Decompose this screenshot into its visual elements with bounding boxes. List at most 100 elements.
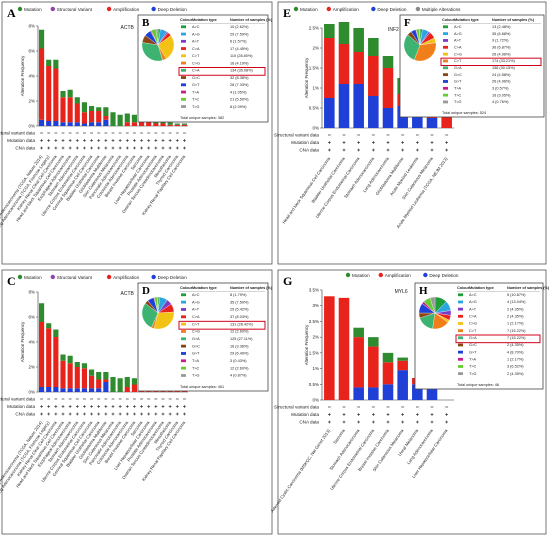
bar-deep-deletion: [324, 98, 335, 128]
table-cell-count: 17 (4.45%): [230, 47, 249, 51]
bar-amplification: [397, 360, 408, 371]
bar-mutation: [89, 369, 95, 376]
legend-entry: Deep Deletion: [158, 7, 188, 12]
table-header: Colour: [180, 18, 193, 22]
bar-amplification: [338, 297, 350, 400]
table-swatch: [181, 344, 186, 348]
bar-mutation: [60, 91, 66, 98]
bar-mutation: [74, 362, 80, 367]
table-header: Colour: [457, 286, 470, 290]
bar-mutation: [110, 377, 116, 392]
table-swatch: [458, 307, 463, 311]
bar-mutation: [67, 355, 73, 364]
table-cell-count: 29 (6.40%): [230, 352, 249, 356]
data-rows: Structural variant data Mutation data CNA …: [0, 131, 186, 151]
table-cell-type: C>G: [469, 322, 477, 326]
table-cell-count: 28 (7.33%): [230, 83, 249, 87]
pie-slice: [155, 28, 159, 46]
bar-mutation: [382, 352, 394, 363]
panel-frame: [277, 1, 547, 265]
table-cell-count: 12 (2.60%): [230, 330, 249, 334]
legend-swatch: [151, 274, 156, 280]
y-tick-label: 0.5%: [309, 106, 319, 111]
table-swatch: [181, 308, 186, 311]
table-swatch: [181, 337, 186, 341]
pie-slice: [403, 34, 421, 61]
bar-mutation: [397, 357, 408, 361]
row-label: Mutation data: [7, 138, 35, 143]
legend-swatch: [326, 6, 331, 12]
table-cell-count: 110 (28.80%): [230, 54, 253, 58]
bar-deep-deletion: [368, 96, 379, 128]
panel-letter: C: [7, 274, 16, 288]
table-cell-type: C>A: [469, 315, 477, 319]
table-cell-count: 4 (0.87%): [230, 374, 247, 378]
signature-table: Colour Mutation type Number of samples (%)…: [440, 18, 542, 115]
row-label: Structural variant data: [0, 397, 35, 402]
table-cell-type: A>C: [192, 25, 200, 29]
y-tick-label: 1.5%: [309, 350, 319, 355]
legend-entry: Amplification: [113, 275, 139, 280]
bar-deep-deletion: [89, 388, 95, 392]
table-cell-count: 12 (2.60%): [230, 366, 249, 370]
table-swatch: [443, 59, 448, 63]
table-cell-type: G>T: [192, 83, 200, 87]
row-label: CNA data: [299, 420, 319, 425]
table-header: Colour: [442, 18, 455, 22]
table-cell-type: A>G: [192, 300, 200, 304]
category-labels: Lung Adenocarcinoma (TCGA, Nature 2014)L…: [0, 154, 187, 232]
table-cell-count: 4 (13.04%): [507, 300, 526, 304]
table-swatch: [181, 300, 186, 304]
table-cell-count: 4 (0.76%): [492, 100, 509, 104]
highlight-box: [178, 67, 266, 76]
inner-panel-letter: B: [142, 17, 150, 29]
legend-entry: Amplification: [333, 7, 359, 12]
table-cell-count: 2 (4.35%): [507, 343, 524, 347]
gene-title: ACTB: [121, 25, 135, 31]
pie-slice: [153, 311, 175, 330]
table-cell-type: T>C: [192, 98, 200, 102]
table-swatch: [181, 39, 186, 43]
table-swatch: [458, 350, 463, 354]
legend-entry: Structural Variant: [57, 275, 93, 280]
table-cell-type: C>G: [454, 52, 462, 56]
table-swatch: [443, 45, 448, 49]
table-cell-type: C>T: [469, 329, 477, 333]
table-cell-type: C>A: [454, 46, 462, 50]
table-swatch: [181, 366, 186, 370]
inner-panel-letter: D: [142, 285, 150, 297]
legend-swatch: [50, 274, 55, 280]
x-tick-label: Lung Adenocarcinoma: [406, 428, 434, 466]
table-cell-count: 35 (6.68%): [492, 32, 511, 36]
bar-amplification: [53, 337, 59, 387]
table-swatch: [181, 105, 186, 108]
category-labels: Adenoid Cystic Carcinoma (MSKCC, Nat Gen…: [270, 428, 449, 514]
legend-entry: Deep Deletion: [158, 275, 188, 280]
bar-amplification: [353, 337, 364, 388]
table-cell-type: G>C: [454, 73, 462, 77]
legend-swatch: [293, 6, 299, 12]
table-cell-count: 158 (30.15%): [492, 66, 516, 70]
bar-mutation: [324, 24, 335, 38]
bar-deep-deletion: [382, 108, 394, 128]
y-tick-label: 6%: [28, 49, 35, 54]
bar-mutation: [124, 377, 130, 387]
row-label: CNA data: [15, 412, 35, 417]
bar-amplification: [167, 124, 173, 126]
bar-deep-deletion: [46, 121, 52, 126]
gene-title: MYL6: [395, 289, 408, 295]
bar-amplification: [39, 48, 45, 120]
table-cell-count: 3 (6.52%): [507, 365, 524, 369]
bar-amplification: [160, 123, 166, 126]
table-swatch: [458, 322, 463, 325]
bar-amplification: [382, 362, 394, 385]
mutation-signature-box: F Colour Mutation type Number of samples (%…: [399, 14, 545, 118]
table-cell-count: 32 (8.38%): [230, 76, 249, 80]
bar-amplification: [353, 52, 364, 84]
bar-mutation: [110, 112, 116, 126]
panel-letter: G: [283, 274, 292, 288]
table-cell-count: 16 (3.36%): [230, 344, 249, 348]
table-cell-type: G>A: [469, 336, 477, 340]
table-swatch: [181, 293, 186, 297]
panel-e: E Mutation Amplification Deep Deletion Multi…: [274, 1, 547, 265]
